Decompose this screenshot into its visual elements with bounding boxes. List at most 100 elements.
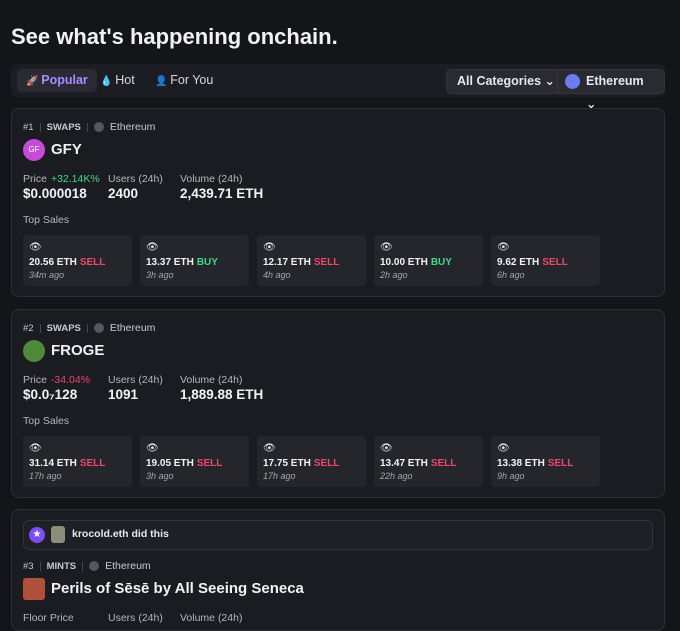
eye-icon: 👁 bbox=[497, 242, 510, 253]
kind: SWAPS bbox=[46, 121, 81, 133]
stat-label: Price bbox=[23, 173, 47, 185]
stat-label: Floor Price bbox=[23, 612, 74, 624]
tab-icon: 💧 bbox=[100, 76, 116, 87]
section-label: Top Sales bbox=[23, 415, 70, 427]
sale-side: SELL bbox=[430, 458, 457, 469]
sale-time: 9h ago bbox=[497, 471, 525, 481]
sale-time: 3h ago bbox=[146, 270, 174, 280]
sale-tile[interactable]: 👁 17.75 ETH SELL 17h ago bbox=[257, 436, 366, 487]
separator bbox=[39, 561, 41, 571]
sale-tile[interactable]: 👁 13.47 ETH SELL 22h ago bbox=[374, 436, 483, 487]
sale-side: SELL bbox=[79, 458, 106, 469]
stat: Users (24h) bbox=[108, 374, 163, 386]
stat-value: 1091 bbox=[108, 387, 139, 402]
tab[interactable]: 🚀 Popular bbox=[17, 69, 97, 92]
sale-line: 13.37 ETH BUY bbox=[146, 257, 218, 268]
filter-dropdown[interactable]: Ethereum ⌄ bbox=[557, 69, 665, 111]
filter-dropdown[interactable]: All Categories ⌄ bbox=[446, 69, 567, 94]
sale-side: SELL bbox=[313, 458, 340, 469]
sale-amount: 13.38 ETH bbox=[497, 458, 545, 469]
page: See what's happening onchain. 🚀 Popular 💧… bbox=[11, 24, 665, 631]
tab-label: Hot bbox=[115, 73, 135, 87]
sale-tile[interactable]: 👁 13.38 ETH SELL 9h ago bbox=[491, 436, 600, 487]
stat-value: 2,439.71 ETH bbox=[180, 186, 264, 201]
chain: Ethereum bbox=[109, 121, 156, 133]
token-name: GFY bbox=[51, 141, 82, 158]
stat: Users (24h) bbox=[108, 612, 163, 624]
sale-amount: 20.56 ETH bbox=[29, 257, 77, 268]
sale-side: BUY bbox=[430, 257, 452, 268]
sale-time: 22h ago bbox=[380, 471, 413, 481]
sale-time: 6h ago bbox=[497, 270, 525, 280]
stat-label: Volume (24h) bbox=[180, 612, 243, 624]
page-title: See what's happening onchain. bbox=[11, 24, 338, 49]
sale-amount: 10.00 ETH bbox=[380, 257, 428, 268]
sale-line: 20.56 ETH SELL bbox=[29, 257, 105, 268]
sale-side: SELL bbox=[542, 257, 568, 268]
sale-line: 9.62 ETH SELL bbox=[497, 257, 568, 268]
sale-tile[interactable]: 👁 20.56 ETH SELL 34m ago bbox=[23, 235, 132, 286]
sale-time: 4h ago bbox=[263, 270, 291, 280]
separator bbox=[86, 122, 88, 132]
chain-icon bbox=[565, 74, 580, 89]
sale-amount: 13.47 ETH bbox=[380, 458, 428, 469]
stat-value: $0.0₇128 bbox=[23, 387, 78, 402]
chain-icon bbox=[89, 561, 100, 571]
tab-icon: 🚀 bbox=[26, 76, 42, 87]
tab-icon: 👤 bbox=[155, 76, 171, 87]
sale-side: SELL bbox=[547, 458, 574, 469]
tab[interactable]: 💧 Hot bbox=[91, 69, 144, 92]
separator bbox=[82, 561, 84, 571]
stat-value: 2400 bbox=[108, 186, 139, 201]
sale-time: 3h ago bbox=[146, 471, 174, 481]
stat-label: Volume (24h) bbox=[180, 173, 243, 185]
separator bbox=[86, 323, 88, 333]
sale-amount: 17.75 ETH bbox=[263, 458, 311, 469]
sale-line: 13.38 ETH SELL bbox=[497, 458, 573, 469]
sale-tile[interactable]: 👁 31.14 ETH SELL 17h ago bbox=[23, 436, 132, 487]
token-card[interactable]: #2 SWAPS Ethereum FROGE Price -34.04% $0.0₇128… bbox=[11, 309, 665, 498]
eye-icon: 👁 bbox=[380, 443, 393, 454]
sale-tile[interactable]: 👁 12.17 ETH SELL 4h ago bbox=[257, 235, 366, 286]
tab[interactable]: 👤 For You bbox=[146, 69, 222, 92]
token-card[interactable]: ★ krocold.eth did this #3 MINTS Ethereum Peri… bbox=[11, 509, 665, 631]
stat: Volume (24h) bbox=[180, 612, 242, 624]
section-label: Top Sales bbox=[23, 214, 70, 226]
sale-line: 13.47 ETH SELL bbox=[380, 458, 456, 469]
sale-tile[interactable]: 👁 13.37 ETH BUY 3h ago bbox=[140, 235, 249, 286]
sale-amount: 19.05 ETH bbox=[146, 458, 194, 469]
stat-label: Volume (24h) bbox=[180, 374, 243, 386]
sale-time: 17h ago bbox=[263, 471, 296, 481]
stat: Volume (24h) bbox=[180, 374, 242, 386]
sale-tile[interactable]: 👁 19.05 ETH SELL 3h ago bbox=[140, 436, 249, 487]
actor-text: krocold.eth did this bbox=[72, 528, 169, 540]
chain-icon bbox=[93, 323, 104, 333]
eye-icon: 👁 bbox=[29, 443, 42, 454]
eye-icon: 👁 bbox=[29, 242, 42, 253]
sale-tile[interactable]: 👁 9.62 ETH SELL 6h ago bbox=[491, 235, 600, 286]
filter-label: Ethereum bbox=[586, 74, 644, 88]
token-card[interactable]: #1 SWAPS Ethereum GF GFY Price +32.14K% $0.0000… bbox=[11, 108, 665, 297]
rank: #3 bbox=[23, 560, 34, 572]
sale-line: 19.05 ETH SELL bbox=[146, 458, 222, 469]
tab-bar: 🚀 Popular 💧 Hot 👤 For You All Categories ⌄ E… bbox=[11, 64, 665, 111]
stat: Volume (24h) bbox=[180, 173, 242, 185]
rank: #1 bbox=[23, 121, 34, 133]
eye-icon: 👁 bbox=[263, 242, 276, 253]
sale-line: 10.00 ETH BUY bbox=[380, 257, 452, 268]
sale-tile[interactable]: 👁 10.00 ETH BUY 2h ago bbox=[374, 235, 483, 286]
stat: Users (24h) bbox=[108, 173, 163, 185]
kind: SWAPS bbox=[46, 322, 81, 334]
sale-side: SELL bbox=[196, 458, 223, 469]
filter-label: All Categories bbox=[457, 74, 542, 88]
chain: Ethereum bbox=[105, 560, 151, 572]
stat-value: $0.000018 bbox=[23, 186, 87, 201]
eye-icon: 👁 bbox=[146, 242, 159, 253]
eye-icon: 👁 bbox=[146, 443, 159, 454]
sale-time: 34m ago bbox=[29, 270, 65, 280]
token-name: Perils of Sēsē by All Seeing Seneca bbox=[51, 580, 304, 597]
token-avatar bbox=[23, 340, 45, 362]
card-meta: #1 SWAPS Ethereum bbox=[23, 121, 155, 133]
stat: Floor Price bbox=[23, 612, 74, 624]
stat: Price +32.14K% bbox=[23, 173, 100, 185]
